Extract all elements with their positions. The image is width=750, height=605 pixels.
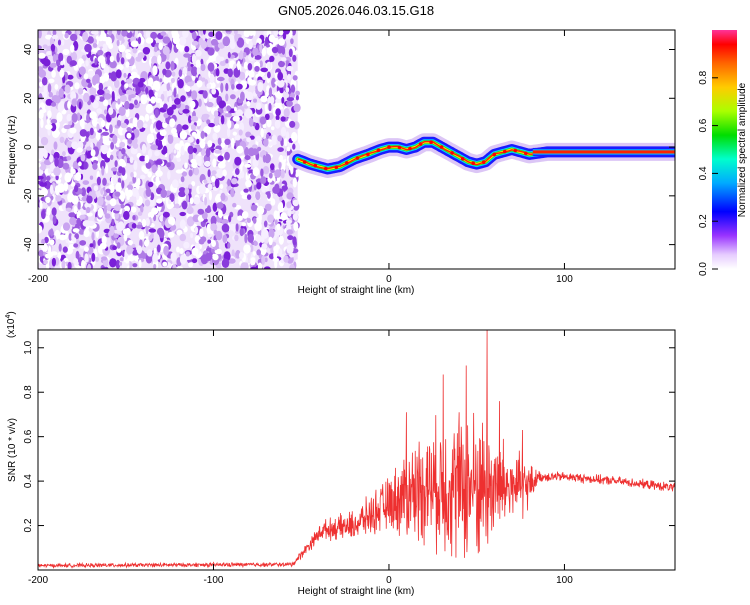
spectrogram-y-tick-label: 20 — [23, 92, 34, 104]
colorbar-tick-label: 0.0 — [698, 262, 709, 276]
snr-panel: -200 -100 0 100 0.2 0.4 0.6 0.8 1.0 Height of st… — [5, 311, 676, 597]
spectrogram-x-tick-label: 0 — [386, 274, 392, 285]
noise-speckles — [38, 30, 301, 269]
track-markers — [302, 140, 528, 171]
spectrogram-x-tick-label: -200 — [28, 274, 48, 285]
snr-y-tick-label: 0.4 — [23, 474, 34, 488]
snr-xlabel: Height of straight line (km) — [298, 586, 415, 597]
steady-tone-core — [532, 150, 675, 154]
colorbar-label: Normalized spectral amplitude — [737, 82, 748, 217]
colorbar-tick-label: 0.8 — [698, 70, 709, 84]
snr-y-tick-label: 0.2 — [23, 518, 34, 532]
snr-ylabel: SNR (10 * v/v) — [7, 418, 18, 482]
colorbar-tick-label: 0.2 — [698, 214, 709, 228]
figure-title: GN05.2026.046.03.15.G18 — [278, 3, 434, 18]
snr-x-tick-label: 100 — [556, 575, 573, 586]
spectrogram-x-tick-label: -100 — [203, 274, 223, 285]
snr-plot-area — [38, 330, 675, 570]
snr-y-tick-label: 0.6 — [23, 429, 34, 443]
snr-x-tick-label: -200 — [28, 575, 48, 586]
snr-x-tick-label: 0 — [386, 575, 392, 586]
spectrogram-y-tick-label: 0 — [23, 144, 34, 150]
spectrogram-y-tick-label: 40 — [23, 44, 34, 56]
spectrogram-xlabel: Height of straight line (km) — [298, 285, 415, 296]
spectrogram-x-tick-label: 100 — [556, 274, 573, 285]
spectrogram-ylabel: Frequency (Hz) — [7, 116, 18, 185]
snr-y-tick-label: 1.0 — [23, 340, 34, 354]
spectrogram-y-tick-label: -20 — [23, 188, 34, 203]
snr-x-tick-label: -100 — [203, 575, 223, 586]
spectrogram-y-tick-label: -40 — [23, 237, 34, 252]
spectrogram-frame — [37, 29, 676, 270]
snr-y-tick-label: 0.8 — [23, 385, 34, 399]
spectrogram-plot-area — [38, 30, 675, 269]
colorbar: 0.0 0.2 0.4 0.6 0.8 Normalized spectral ampl… — [698, 30, 748, 276]
colorbar-gradient — [712, 30, 737, 269]
colorbar-tick-label: 0.6 — [698, 118, 709, 132]
colorbar-tick-label: 0.4 — [698, 166, 709, 180]
snr-multiplier-exp: 4 — [5, 315, 12, 319]
snr-multiplier-base: (x10 — [6, 318, 17, 338]
snr-series-line — [38, 330, 675, 570]
snr-frame — [37, 329, 676, 571]
snr-multiplier: (x104) — [5, 311, 17, 338]
snr-multiplier-close: ) — [6, 311, 17, 314]
